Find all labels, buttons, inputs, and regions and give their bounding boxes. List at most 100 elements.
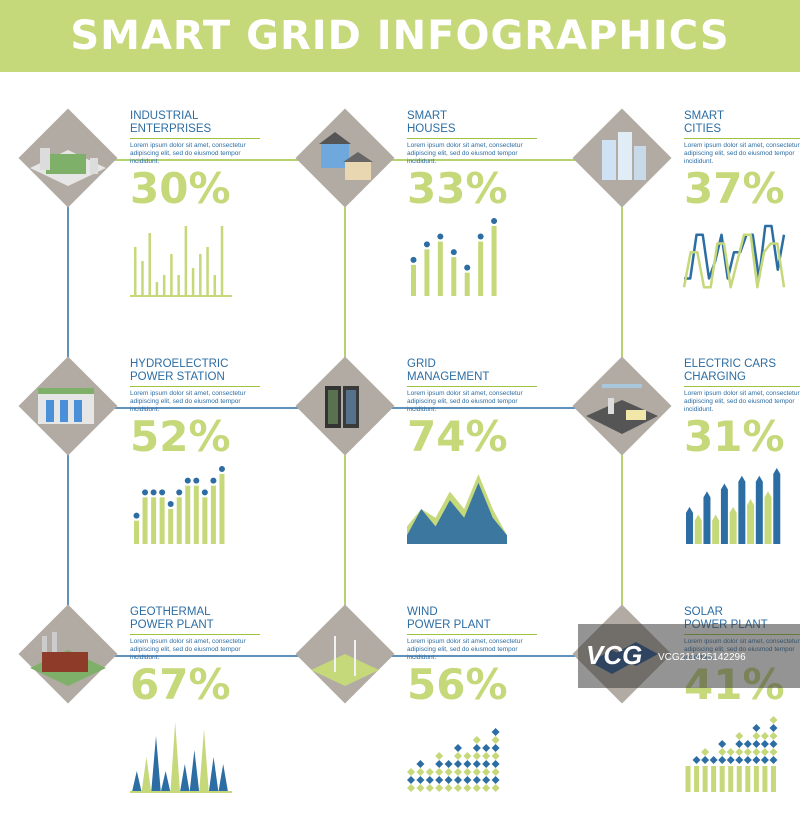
panel-title-line: CITIES [684,123,722,135]
chart-mark [201,489,208,496]
chart-mark [718,756,727,764]
city-icon [602,132,646,180]
geothermal-icon [30,632,106,686]
percent-value: 37% [684,164,785,213]
chart-mark [463,752,472,760]
chart-mark [491,784,500,792]
chart-mark [685,766,691,792]
chart-mark [482,760,491,768]
chart-mark [752,756,761,764]
chart-mark [132,771,142,792]
chart-mark [210,477,217,484]
chart-mark [220,226,224,296]
infographic-panel: WIND POWER PLANT Lorem ipsum dolor sit ame… [277,584,543,830]
chart-mark [218,466,225,472]
chart-mark [752,724,761,732]
chart-mark [151,736,161,792]
chart-mark [464,272,470,296]
chart-mark [702,766,708,792]
chart-mark [491,744,500,752]
chart-mark [701,748,710,756]
chart-mark [407,482,507,544]
chart-mark [694,514,702,544]
chart-mark [463,768,472,776]
chart-mark [407,776,415,784]
chart-mark [210,485,216,544]
panel-title-line: GRID [407,358,436,370]
chart-mark [735,740,744,748]
chart-mark [451,257,457,296]
chart-mark [463,760,472,768]
chart-mark [454,744,462,752]
chart-mark [472,776,481,784]
icon-diamond [295,356,395,456]
panel-body-text: Lorem ipsum dolor sit amet, consectetur … [130,390,246,413]
chart-mark [425,776,434,784]
panel-title-line: HOUSES [407,123,456,135]
chart-mark [411,264,416,296]
chart-mark [709,756,718,764]
chart-mark [773,468,781,544]
panel-divider [130,634,260,635]
chart-mark [719,766,725,792]
chart-mark [482,776,491,784]
factory-icon [30,148,106,186]
panel-divider [130,386,260,387]
chart-mark [177,275,180,296]
panel-title: HYDROELECTRIC POWER STATION [130,358,260,384]
panel-title-line: SMART [407,110,448,122]
percent-value: 30% [130,164,231,213]
chart-mark [435,768,444,776]
chart-mark [472,784,481,792]
panel-title: WIND POWER PLANT [407,606,537,632]
panel-title-line: ENTERPRISES [130,123,212,135]
chart-mark [692,756,701,764]
chart-mark [213,275,217,296]
chart-mark [191,268,195,296]
chart-mark [694,766,700,792]
chart-mark [491,768,500,776]
chart-mark [435,784,444,792]
chart-mark [770,766,776,792]
wind-icon [311,636,379,686]
chart-mark [425,784,434,792]
chart-mark [423,241,430,248]
chart-mark [199,254,202,296]
chart-mark [769,748,778,756]
panel-title-line: INDUSTRIAL [130,110,199,122]
panel-divider [684,138,800,139]
chart-mark [472,768,481,776]
chart-mark [444,760,453,768]
mini-chart [133,466,225,544]
mini-chart [407,474,507,544]
chart-mark [193,485,199,544]
chart-mark [416,760,425,768]
infographic-panel: SMART HOUSES Lorem ipsum dolor sit amet, c… [277,88,543,334]
panel-title-line: CHARGING [684,371,746,383]
chart-mark [738,475,746,544]
infographic-panel: HYDROELECTRIC POWER STATION Lorem ipsum do… [0,336,266,582]
panel-title-line: MANAGEMENT [407,371,490,383]
panel-body-text: Lorem ipsum dolor sit amet, consectetur … [684,142,800,165]
chart-mark [760,740,769,748]
chart-mark [176,489,183,496]
icon-diamond [295,604,395,704]
chart-mark [736,766,742,792]
chart-mark [159,497,165,544]
percent-value: 52% [130,412,231,461]
chart-mark [491,218,498,224]
icon-diamond [18,108,118,208]
chart-mark [753,766,759,792]
panel-divider [684,386,800,387]
chart-mark [170,722,180,792]
chart-mark [199,729,209,792]
watermark-logo: VCG [586,640,643,670]
panel-title-line: WIND [407,606,438,618]
panel-title-line: POWER PLANT [407,619,491,631]
chart-mark [185,485,191,544]
chart-mark [416,776,425,784]
chart-mark [410,256,417,263]
infographic-panel: ELECTRIC CARS CHARGING Lorem ipsum dolor s… [554,336,800,582]
chart-mark [141,261,144,296]
panel-body-text: Lorem ipsum dolor sit amet, consectetur … [407,390,523,413]
